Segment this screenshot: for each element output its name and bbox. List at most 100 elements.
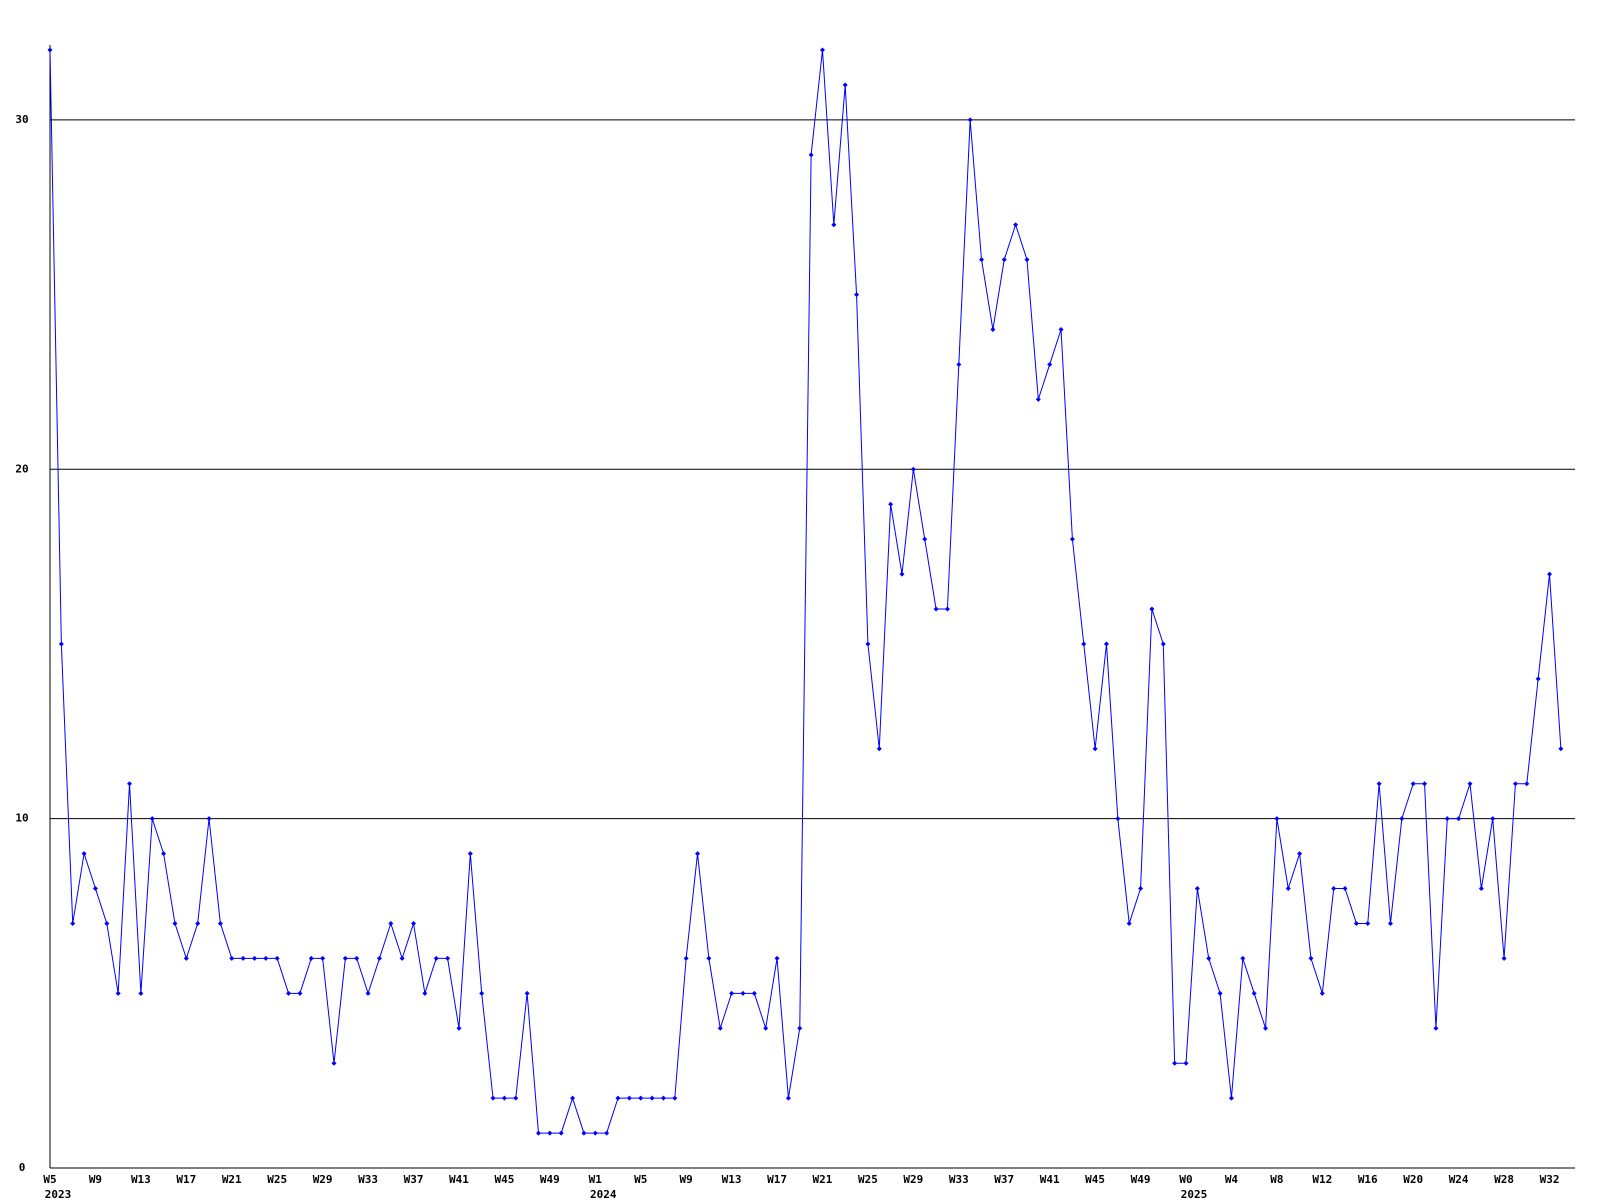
point: [1524, 781, 1530, 787]
x-tick-label: W49: [540, 1173, 560, 1186]
x-tick-label: W25: [267, 1173, 287, 1186]
point: [501, 1095, 507, 1101]
x-year-label: 2023: [45, 1188, 72, 1200]
point: [1512, 781, 1518, 787]
point: [104, 920, 110, 926]
point: [797, 1025, 803, 1031]
point: [729, 990, 735, 996]
point: [1308, 955, 1314, 961]
point: [388, 920, 394, 926]
x-tick-label: W13: [131, 1173, 151, 1186]
point: [1444, 816, 1450, 822]
x-tick-label: W9: [680, 1173, 693, 1186]
point: [1433, 1025, 1439, 1031]
point: [274, 955, 280, 961]
point: [1183, 1060, 1189, 1066]
point: [308, 955, 314, 961]
point: [70, 920, 76, 926]
x-tick-label: W29: [903, 1173, 923, 1186]
point: [774, 955, 780, 961]
x-tick-label: W12: [1312, 1173, 1332, 1186]
point: [286, 990, 292, 996]
x-tick-label: W16: [1358, 1173, 1378, 1186]
point: [183, 955, 189, 961]
point: [1274, 816, 1280, 822]
point: [933, 606, 939, 612]
point: [1456, 816, 1462, 822]
point: [1467, 781, 1473, 787]
point: [354, 955, 360, 961]
x-tick-label: W33: [949, 1173, 969, 1186]
point: [944, 606, 950, 612]
point: [1160, 641, 1166, 647]
x-tick-label: W8: [1270, 1173, 1283, 1186]
x-tick-label: W33: [358, 1173, 378, 1186]
point: [819, 47, 825, 53]
point: [467, 851, 473, 857]
point: [581, 1130, 587, 1136]
x-tick-label: W37: [404, 1173, 424, 1186]
point: [979, 257, 985, 263]
point: [888, 501, 894, 507]
x-year-label: 2025: [1181, 1188, 1208, 1200]
x-tick-label: W9: [89, 1173, 102, 1186]
line: [49, 49, 1562, 1134]
point: [956, 361, 962, 367]
point: [411, 920, 417, 926]
x-tick-label: W21: [222, 1173, 242, 1186]
point: [490, 1095, 496, 1101]
point: [229, 955, 235, 961]
y-tick-label: 20: [15, 462, 28, 475]
point: [1478, 886, 1484, 891]
point: [1058, 327, 1064, 332]
x-tick-label: W28: [1494, 1173, 1514, 1186]
point: [1206, 955, 1212, 961]
point: [740, 990, 746, 996]
point: [1251, 990, 1257, 996]
point: [365, 990, 371, 996]
point: [615, 1095, 621, 1101]
point: [1138, 886, 1144, 891]
x-tick-label: W5: [43, 1173, 56, 1186]
point: [1228, 1095, 1234, 1101]
point: [706, 955, 712, 961]
point: [195, 920, 201, 926]
point: [1422, 781, 1428, 787]
point: [1081, 641, 1087, 647]
point: [479, 990, 485, 996]
point: [1297, 851, 1303, 857]
x-tick-label: W13: [722, 1173, 742, 1186]
point: [683, 955, 689, 961]
point: [1319, 990, 1325, 996]
point: [831, 222, 837, 228]
x-tick-label: W1: [589, 1173, 603, 1186]
point: [251, 955, 257, 961]
point: [342, 955, 348, 961]
point: [1013, 222, 1019, 228]
point: [1115, 816, 1121, 822]
point: [1149, 606, 1155, 612]
point: [1047, 361, 1053, 367]
point: [751, 990, 757, 996]
point: [81, 851, 87, 857]
point: [263, 955, 269, 961]
point: [331, 1060, 337, 1066]
point: [1092, 746, 1098, 752]
point: [1001, 257, 1007, 263]
point: [649, 1095, 655, 1101]
point: [638, 1095, 644, 1101]
point: [1547, 571, 1553, 577]
point: [1024, 257, 1030, 263]
x-tick-label: W49: [1131, 1173, 1151, 1186]
point: [570, 1095, 576, 1101]
point: [899, 571, 905, 577]
point: [922, 536, 928, 542]
point: [161, 851, 167, 857]
x-tick-label: W20: [1403, 1173, 1423, 1186]
point: [842, 82, 848, 88]
point: [660, 1095, 666, 1101]
point: [865, 641, 871, 647]
point: [172, 920, 178, 926]
x-tick-label: W17: [176, 1173, 196, 1186]
